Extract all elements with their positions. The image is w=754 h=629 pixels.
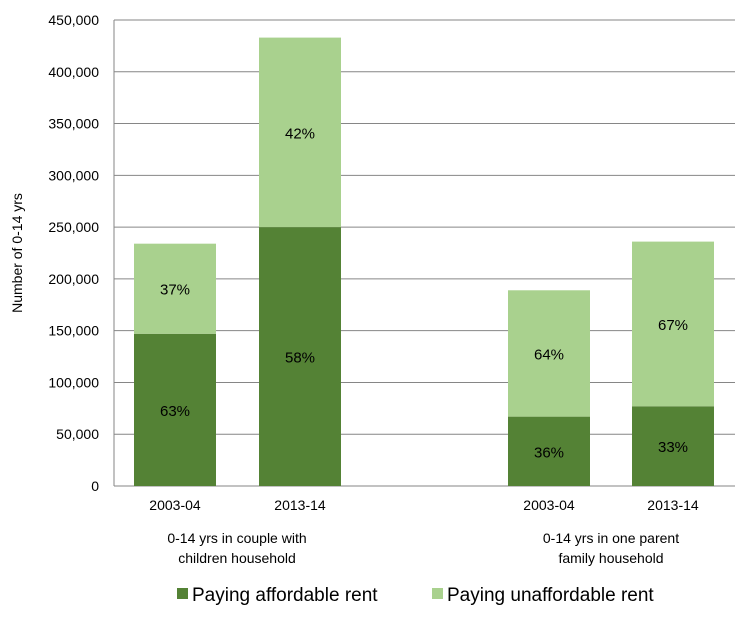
group-label: 0-14 yrs in one parent [543,530,679,546]
y-tick-label: 400,000 [48,64,99,80]
bar-segment [508,290,590,417]
data-label: 67% [658,317,688,334]
bar-segment [259,37,341,228]
bar-segment [632,241,714,407]
data-label: 36% [534,444,564,461]
group-label: 0-14 yrs in couple with [167,530,306,546]
x-tick-label: 2013-14 [647,497,699,513]
group-label: children household [178,550,296,566]
y-tick-label: 300,000 [48,167,99,183]
y-tick-label: 50,000 [56,426,99,442]
y-tick-label: 100,000 [48,374,99,390]
legend-label: Paying affordable rent [192,585,378,606]
y-tick-label: 200,000 [48,271,99,287]
y-tick-label: 0 [91,478,99,494]
data-label: 64% [534,346,564,363]
x-tick-label: 2003-04 [149,497,201,513]
legend-label: Paying unaffordable rent [447,585,654,606]
bar-segment [134,333,216,486]
y-tick-label: 450,000 [48,12,99,28]
data-label: 63% [160,403,190,420]
x-tick-label: 2013-14 [274,497,326,513]
bar-segment [134,243,216,334]
bar-segment [259,227,341,486]
group-label: family household [558,550,663,566]
x-tick-label: 2003-04 [523,497,575,513]
data-label: 58% [285,350,315,367]
y-tick-label: 350,000 [48,116,99,132]
legend-swatch [432,588,443,599]
y-tick-label: 150,000 [48,323,99,339]
data-label: 42% [285,125,315,142]
bar-segment [508,416,590,486]
y-axis-label: Number of 0-14 yrs [9,193,25,313]
bar-segment [632,406,714,486]
data-label: 37% [160,282,190,299]
data-label: 33% [658,439,688,456]
legend-swatch [177,588,188,599]
y-tick-label: 250,000 [48,219,99,235]
